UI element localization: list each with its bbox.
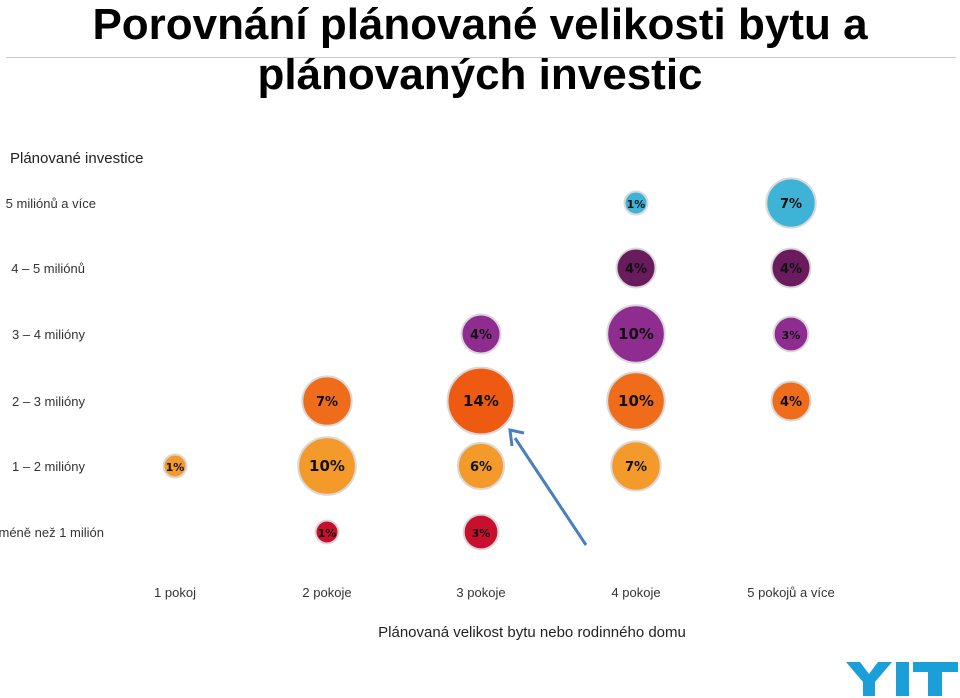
bubble xyxy=(162,453,188,479)
bubble-data-label: 4% xyxy=(625,262,647,277)
yit-logo xyxy=(846,662,958,696)
x-tick-label: 1 pokoj xyxy=(154,585,196,600)
bubble xyxy=(297,436,357,496)
bubble xyxy=(456,441,506,491)
y-tick-label: méně než 1 milión xyxy=(0,525,104,540)
x-tick-label: 2 pokoje xyxy=(302,585,351,600)
bubble-data-label: 6% xyxy=(470,460,492,475)
bubble xyxy=(610,440,662,492)
bubble xyxy=(623,190,649,216)
annotation-arrow-head xyxy=(508,428,525,447)
bubble xyxy=(301,375,353,427)
bubble-data-label: 7% xyxy=(625,460,647,475)
bubble xyxy=(615,247,657,289)
y-tick-label: 2 – 3 milióny xyxy=(12,394,85,409)
bubble xyxy=(462,513,500,551)
bubble xyxy=(770,247,812,289)
x-axis-title: Plánovaná velikost bytu nebo rodinného d… xyxy=(378,624,686,641)
bubble-data-label: 4% xyxy=(780,395,802,410)
bubble xyxy=(772,315,810,353)
bubble-data-label: 4% xyxy=(780,262,802,277)
annotation-arrow-line xyxy=(513,437,588,546)
bubble-data-label: 14% xyxy=(463,392,499,410)
y-axis-title: Plánované investice xyxy=(10,150,143,167)
bubble xyxy=(446,366,516,436)
bubble-data-label: 10% xyxy=(618,392,654,410)
bubble-data-label: 1% xyxy=(318,527,337,540)
bubble-data-label: 10% xyxy=(309,457,345,475)
bubble-data-label: 4% xyxy=(470,328,492,343)
bubble xyxy=(314,519,340,545)
y-tick-label: 5 miliónů a více xyxy=(6,196,96,211)
title-divider xyxy=(6,57,956,58)
bubble-data-label: 7% xyxy=(780,197,802,212)
bubble-data-label: 7% xyxy=(316,395,338,410)
x-tick-label: 4 pokoje xyxy=(611,585,660,600)
bubble-data-label: 10% xyxy=(618,325,654,343)
x-tick-label: 3 pokoje xyxy=(456,585,505,600)
bubble-data-label: 3% xyxy=(782,329,801,342)
bubble xyxy=(460,313,502,355)
y-tick-label: 3 – 4 milióny xyxy=(12,327,85,342)
y-tick-label: 1 – 2 milióny xyxy=(12,459,85,474)
bubble-data-label: 1% xyxy=(627,198,646,211)
chart-title: Porovnání plánované velikosti bytu a plá… xyxy=(92,0,868,99)
bubble xyxy=(765,177,817,229)
bubble xyxy=(770,380,812,422)
bubble xyxy=(606,371,666,431)
y-tick-label: 4 – 5 miliónů xyxy=(11,261,85,276)
bubble xyxy=(606,304,666,364)
bubble-data-label: 1% xyxy=(166,461,185,474)
bubble-data-label: 3% xyxy=(472,527,491,540)
x-tick-label: 5 pokojů a více xyxy=(747,585,834,600)
